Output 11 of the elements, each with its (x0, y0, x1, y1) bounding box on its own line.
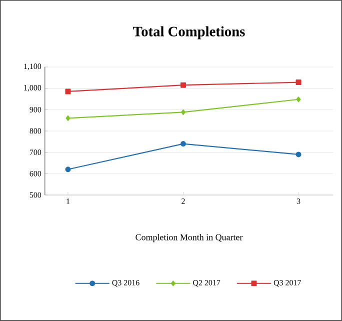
point (180, 141, 186, 147)
x-axis-title: Completion Month in Quarter (136, 234, 243, 242)
point (181, 109, 186, 115)
point (65, 166, 71, 172)
point (296, 80, 302, 86)
point (180, 82, 186, 88)
point (65, 88, 71, 94)
point (296, 152, 302, 158)
point (66, 115, 70, 121)
point (296, 96, 301, 102)
chart-title: Total Completions (133, 26, 245, 40)
